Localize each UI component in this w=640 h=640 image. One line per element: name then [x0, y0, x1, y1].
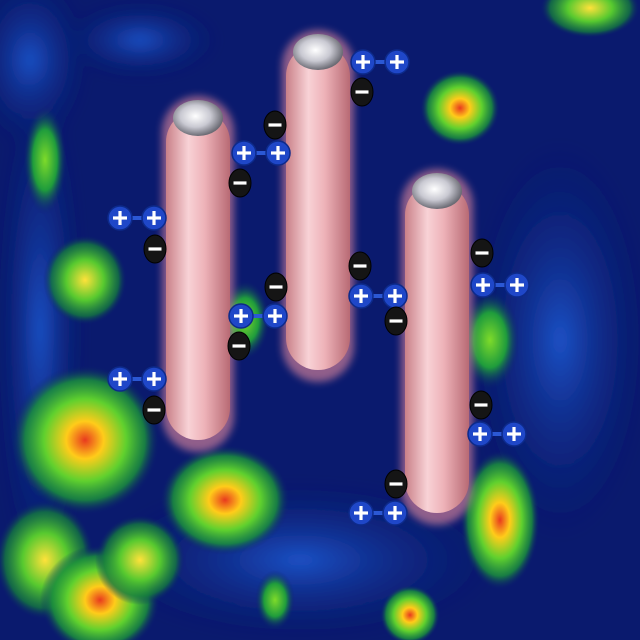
nanorods [162, 30, 473, 525]
hotspot [160, 445, 290, 555]
hotspot [380, 585, 440, 640]
rod-cap [173, 100, 223, 136]
minus-icon [348, 251, 372, 281]
plus-pair-icon [107, 366, 167, 392]
plus-pair-icon [348, 283, 408, 309]
hotspot [43, 235, 127, 325]
plus-pair-icon [231, 140, 291, 166]
rod-middle [282, 30, 354, 382]
hotspot [255, 570, 295, 630]
hotspot [460, 450, 540, 590]
minus-icon [143, 234, 167, 264]
rod-cap [412, 173, 462, 209]
surface-charges [107, 49, 530, 526]
hotspot [460, 290, 520, 390]
minus-icon [227, 331, 251, 361]
hotspot [10, 365, 160, 515]
hotspot [420, 70, 500, 146]
rod-left [162, 96, 234, 452]
minus-icon [263, 110, 287, 140]
hotspot [23, 105, 67, 215]
minus-icon [228, 168, 252, 198]
plus-pair-icon [107, 205, 167, 231]
rod-cap [293, 34, 343, 70]
minus-icon [142, 395, 166, 425]
minus-icon [384, 306, 408, 336]
minus-icon [384, 469, 408, 499]
minus-icon [350, 77, 374, 107]
hotspot [95, 515, 185, 605]
minus-icon [264, 272, 288, 302]
hotspot [540, 0, 640, 38]
plus-pair-icon [228, 303, 288, 329]
plus-pair-icon [467, 421, 527, 447]
plus-pair-icon [348, 500, 408, 526]
rod-right [401, 169, 473, 525]
plus-pair-icon [470, 272, 530, 298]
minus-icon [469, 390, 493, 420]
plus-pair-icon [350, 49, 410, 75]
minus-icon [470, 238, 494, 268]
